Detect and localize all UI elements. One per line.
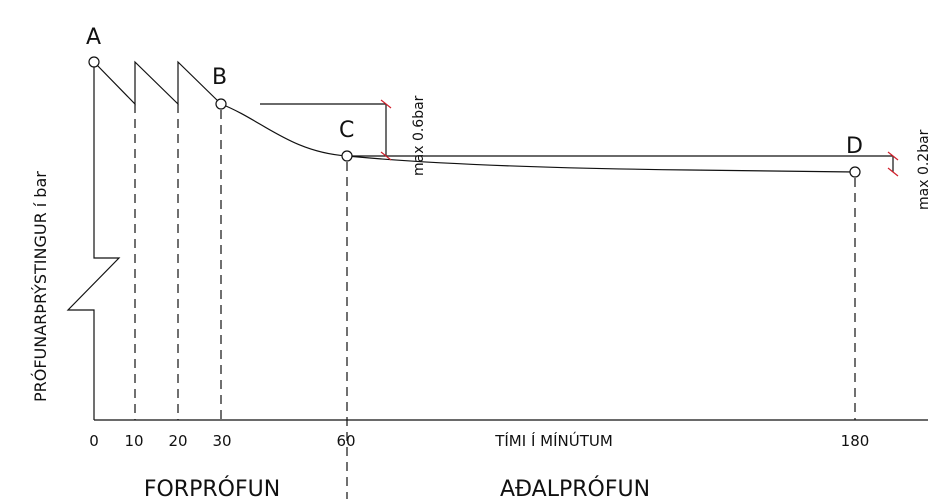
point-d — [849, 166, 861, 178]
main-test-drop-annotation: max 0.2bar — [916, 129, 928, 210]
x-tick-label-20: 20 — [168, 432, 187, 450]
point-b — [215, 98, 227, 110]
pre-test-drop-annotation: max 0.6bar — [411, 95, 427, 176]
point-label-a: A — [86, 25, 101, 50]
x-tick-label-60: 60 — [336, 432, 355, 450]
tick-mark — [887, 167, 899, 177]
pressure-curve — [220, 103, 856, 173]
tick-mark — [380, 99, 392, 109]
tick-mark — [887, 151, 899, 161]
x-axis-label: TÍMI Í MÍNÚTUM — [494, 431, 613, 450]
x-tick-label-0: 0 — [89, 432, 99, 450]
x-tick-label-10: 10 — [124, 432, 143, 450]
point-label-b: B — [212, 65, 227, 90]
y-axis — [66, 62, 121, 420]
point-label-d: D — [846, 134, 863, 159]
tick-mark — [380, 151, 392, 161]
pre-test-sawtooth — [93, 60, 222, 106]
y-axis-label: PRÓFUNARÞRÝSTINGUR í bar — [31, 171, 50, 402]
point-a — [88, 56, 100, 68]
point-c — [341, 150, 353, 162]
point-label-c: C — [339, 118, 354, 143]
phase-label-main-test: AÐALPRÓFUN — [500, 476, 650, 499]
x-tick-label-180: 180 — [841, 432, 870, 450]
x-tick-label-30: 30 — [212, 432, 231, 450]
phase-label-pre-test: FORPRÓFUN — [144, 476, 280, 499]
